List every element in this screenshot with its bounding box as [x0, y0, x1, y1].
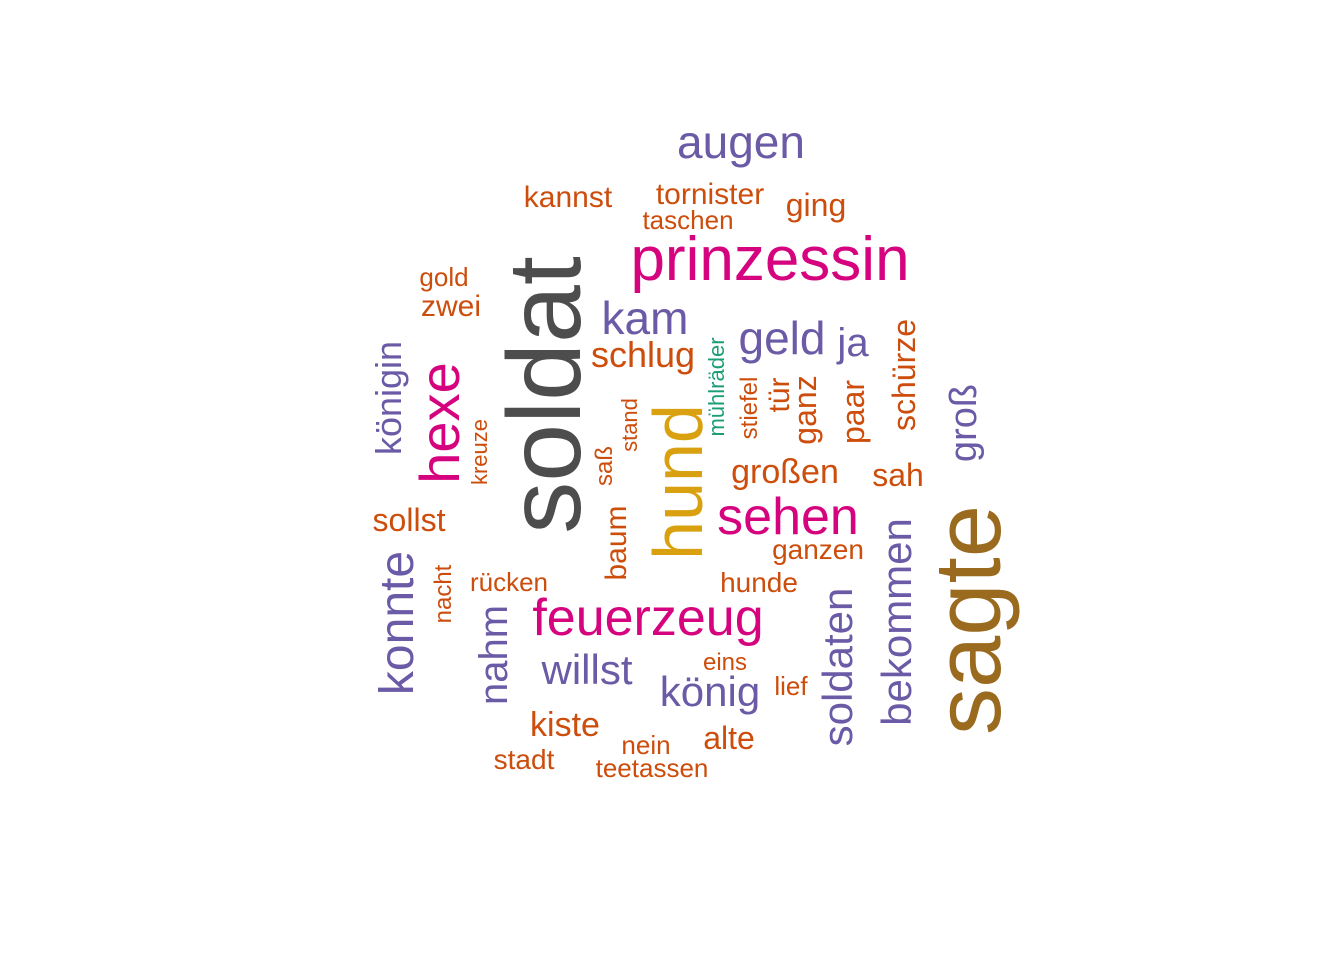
word-kam: kam [601, 292, 689, 344]
word-grossen: großen [731, 453, 839, 491]
word-koenig: könig [659, 668, 761, 715]
word-schlug: schlug [590, 334, 696, 375]
word-eins: eins [702, 649, 748, 676]
word-alte: alte [703, 720, 755, 756]
word-kiste: kiste [530, 706, 600, 744]
word-muehlraeder: mühlräder [704, 337, 729, 437]
word-baum: baum [600, 505, 633, 581]
word-gold: gold [419, 262, 469, 292]
word-sollst: sollst [372, 502, 446, 538]
word-geld: geld [738, 312, 826, 364]
word-koenigin: königin [368, 340, 409, 456]
word-nahm: nahm [472, 604, 516, 706]
word-bekommen: bekommen [873, 518, 920, 726]
word-tornister: tornister [655, 178, 765, 211]
word-ganzen: ganzen [772, 534, 864, 565]
word-stadt: stadt [493, 744, 555, 775]
word-zwei: zwei [420, 290, 482, 323]
word-nacht: nacht [430, 564, 457, 624]
word-nein: nein [621, 730, 671, 760]
word-gross: groß [943, 383, 985, 463]
word-schuerze: schürze [886, 318, 922, 432]
word-ja: ja [837, 321, 869, 365]
word-augen: augen [677, 116, 805, 168]
word-kannst: kannst [523, 181, 613, 214]
word-ruecken: rücken [469, 567, 549, 597]
word-sass: saß [591, 445, 618, 487]
word-taschen: taschen [642, 205, 734, 235]
word-lief: lief [774, 671, 808, 701]
word-sagte: sagte [915, 505, 1020, 735]
word-hexe: hexe [408, 362, 471, 484]
word-stiefel: stiefel [736, 376, 763, 440]
word-teetassen: teetassen [595, 753, 709, 783]
word-sah: sah [872, 457, 924, 493]
word-willst: willst [541, 646, 633, 693]
word-soldat: soldat [487, 256, 603, 534]
word-stand: stand [617, 398, 642, 452]
word-konnte: konnte [371, 550, 424, 696]
word-soldaten: soldaten [814, 587, 861, 747]
word-sehen: sehen [717, 488, 859, 546]
word-feuerzeug: feuerzeug [532, 589, 764, 647]
word-hunde: hunde [720, 567, 798, 598]
word-prinzessin: prinzessin [630, 225, 910, 294]
word-kreuze: kreuze [467, 418, 492, 486]
word-paar: paar [835, 379, 871, 445]
word-hund: hund [639, 404, 717, 560]
word-ging: ging [785, 187, 847, 223]
word-tuer: tür [763, 377, 796, 413]
